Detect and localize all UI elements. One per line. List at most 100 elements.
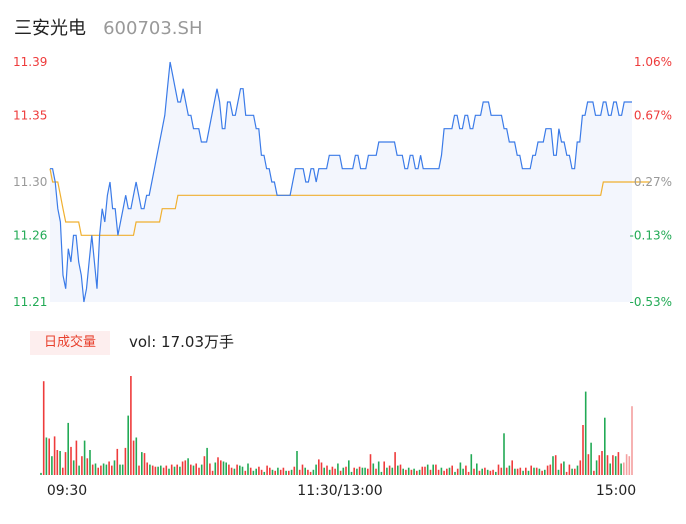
price-area bbox=[50, 62, 632, 302]
volume-bar bbox=[176, 464, 178, 475]
volume-bar bbox=[481, 468, 483, 475]
volume-bar bbox=[470, 454, 473, 475]
volume-bar bbox=[51, 456, 53, 475]
volume-bar bbox=[143, 453, 146, 475]
volume-bar bbox=[574, 468, 576, 475]
volume-bar bbox=[388, 465, 391, 475]
volume-bar bbox=[334, 468, 336, 475]
volume-bar bbox=[298, 469, 301, 475]
y-tick-price-1: 11.35 bbox=[13, 108, 47, 122]
volume-bar bbox=[269, 467, 271, 475]
daily-volume-tab[interactable]: 日成交量 bbox=[30, 331, 110, 355]
volume-bar bbox=[522, 470, 524, 475]
volume-bar bbox=[571, 468, 573, 475]
volume-bar bbox=[59, 451, 61, 475]
volume-bar bbox=[239, 465, 241, 475]
volume-bar bbox=[391, 467, 394, 475]
volume-bar bbox=[323, 467, 325, 475]
volume-bar bbox=[206, 447, 208, 475]
y-tick-pct-3: -0.13% bbox=[630, 228, 672, 242]
volume-bar bbox=[337, 463, 339, 475]
volume-bar bbox=[288, 470, 290, 475]
volume-bar bbox=[342, 467, 345, 475]
y-tick-price-4: 11.21 bbox=[13, 295, 47, 309]
volume-bar bbox=[108, 461, 110, 475]
volume-bar bbox=[214, 462, 217, 475]
volume-bar bbox=[612, 455, 614, 475]
volume-bar bbox=[473, 468, 475, 475]
volume-bar bbox=[397, 465, 399, 475]
volume-bar bbox=[372, 463, 375, 475]
volume-bar bbox=[495, 471, 497, 475]
volume-bar bbox=[220, 460, 222, 475]
volume-bar bbox=[249, 467, 252, 475]
volume-bar bbox=[462, 468, 464, 475]
volume-bar bbox=[486, 469, 489, 475]
volume-bar bbox=[544, 469, 546, 475]
volume-bar bbox=[138, 465, 140, 475]
volume-bar bbox=[230, 467, 233, 475]
volume-bar bbox=[236, 464, 238, 475]
volume-bar bbox=[606, 455, 609, 475]
volume-bar bbox=[402, 468, 404, 475]
volume-bar bbox=[168, 468, 170, 475]
volume-bar bbox=[595, 460, 598, 475]
volume-bar bbox=[209, 463, 211, 475]
volume-bar bbox=[361, 467, 364, 475]
volume-bar bbox=[111, 465, 113, 475]
volume-bar bbox=[279, 469, 282, 475]
y-tick-price-3: 11.26 bbox=[13, 228, 47, 242]
volume-bar bbox=[530, 465, 532, 475]
volume-bar bbox=[132, 440, 135, 475]
volume-bar bbox=[75, 440, 78, 475]
volume-bar bbox=[127, 415, 129, 475]
volume-bar bbox=[429, 469, 432, 475]
volume-bar bbox=[247, 463, 249, 475]
volume-bar bbox=[604, 417, 606, 475]
volume-bar bbox=[53, 436, 56, 475]
y-tick-price-2: 11.30 bbox=[13, 175, 47, 189]
volume-bar bbox=[157, 466, 159, 475]
volume-bar bbox=[263, 471, 266, 475]
volume-bar bbox=[505, 467, 508, 475]
volume-bar bbox=[614, 456, 617, 475]
volume-bar bbox=[67, 422, 69, 475]
volume-bar bbox=[165, 465, 168, 475]
volume-bar bbox=[258, 466, 260, 475]
volume-bar bbox=[478, 470, 481, 475]
x-tick-2: 15:00 bbox=[596, 483, 636, 499]
y-tick-pct-0: 1.06% bbox=[634, 55, 672, 69]
volume-bar bbox=[116, 448, 119, 475]
y-tick-pct-4: -0.53% bbox=[630, 295, 672, 309]
volume-bar bbox=[315, 464, 317, 475]
volume-bar bbox=[598, 455, 601, 475]
volume-bar bbox=[277, 467, 279, 475]
volume-bar bbox=[200, 464, 203, 475]
volume-bar bbox=[353, 467, 355, 475]
volume-bar bbox=[437, 469, 440, 475]
volume-bar bbox=[233, 468, 236, 475]
volume-bar bbox=[184, 460, 187, 475]
volume-bar bbox=[228, 464, 230, 475]
volume-bar bbox=[563, 461, 565, 475]
volume-bar bbox=[418, 469, 421, 475]
volume-bar bbox=[328, 469, 331, 475]
volume-bar bbox=[451, 465, 453, 475]
volume-bar bbox=[135, 437, 138, 475]
volume-bar bbox=[557, 469, 560, 475]
volume-bar bbox=[533, 467, 535, 475]
volume-bar bbox=[587, 454, 590, 475]
volume-bar bbox=[538, 468, 541, 475]
volume-bar bbox=[590, 442, 592, 475]
volume-bar bbox=[383, 461, 385, 475]
volume-bar bbox=[64, 452, 67, 475]
volume-bar bbox=[241, 466, 244, 475]
volume-bar bbox=[454, 471, 456, 475]
volume-bar bbox=[141, 452, 143, 475]
volume-bar bbox=[187, 458, 189, 475]
volume-bar bbox=[582, 425, 584, 475]
volume-bar bbox=[394, 452, 396, 475]
volume-bar bbox=[552, 456, 554, 475]
volume-bar bbox=[448, 467, 451, 475]
